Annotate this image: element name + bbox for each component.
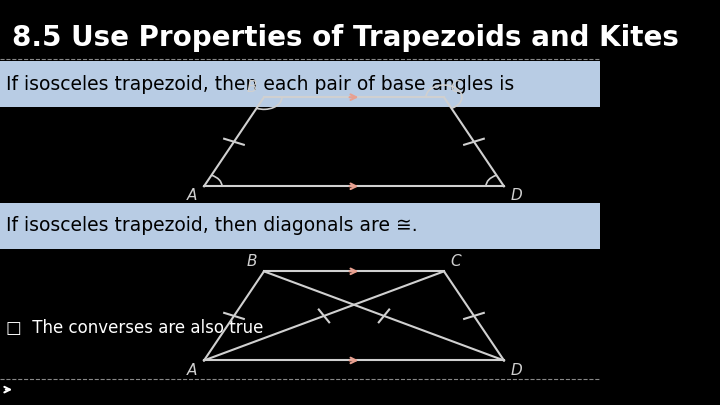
Text: B: B — [247, 80, 258, 95]
Text: A: A — [187, 188, 197, 203]
Text: If isosceles trapezoid, then diagonals are ≅.: If isosceles trapezoid, then diagonals a… — [6, 217, 418, 235]
Text: C: C — [451, 254, 461, 269]
Text: If isosceles trapezoid, then each pair of base angles is: If isosceles trapezoid, then each pair o… — [6, 75, 514, 94]
FancyBboxPatch shape — [0, 61, 600, 107]
Text: 8.5 Use Properties of Trapezoids and Kites: 8.5 Use Properties of Trapezoids and Kit… — [12, 24, 679, 52]
Text: A: A — [187, 362, 197, 377]
Text: C: C — [451, 80, 461, 95]
Text: D: D — [510, 362, 522, 377]
Text: B: B — [247, 254, 258, 269]
Text: D: D — [510, 188, 522, 203]
FancyBboxPatch shape — [0, 202, 600, 249]
Text: □  The converses are also true: □ The converses are also true — [6, 319, 264, 337]
